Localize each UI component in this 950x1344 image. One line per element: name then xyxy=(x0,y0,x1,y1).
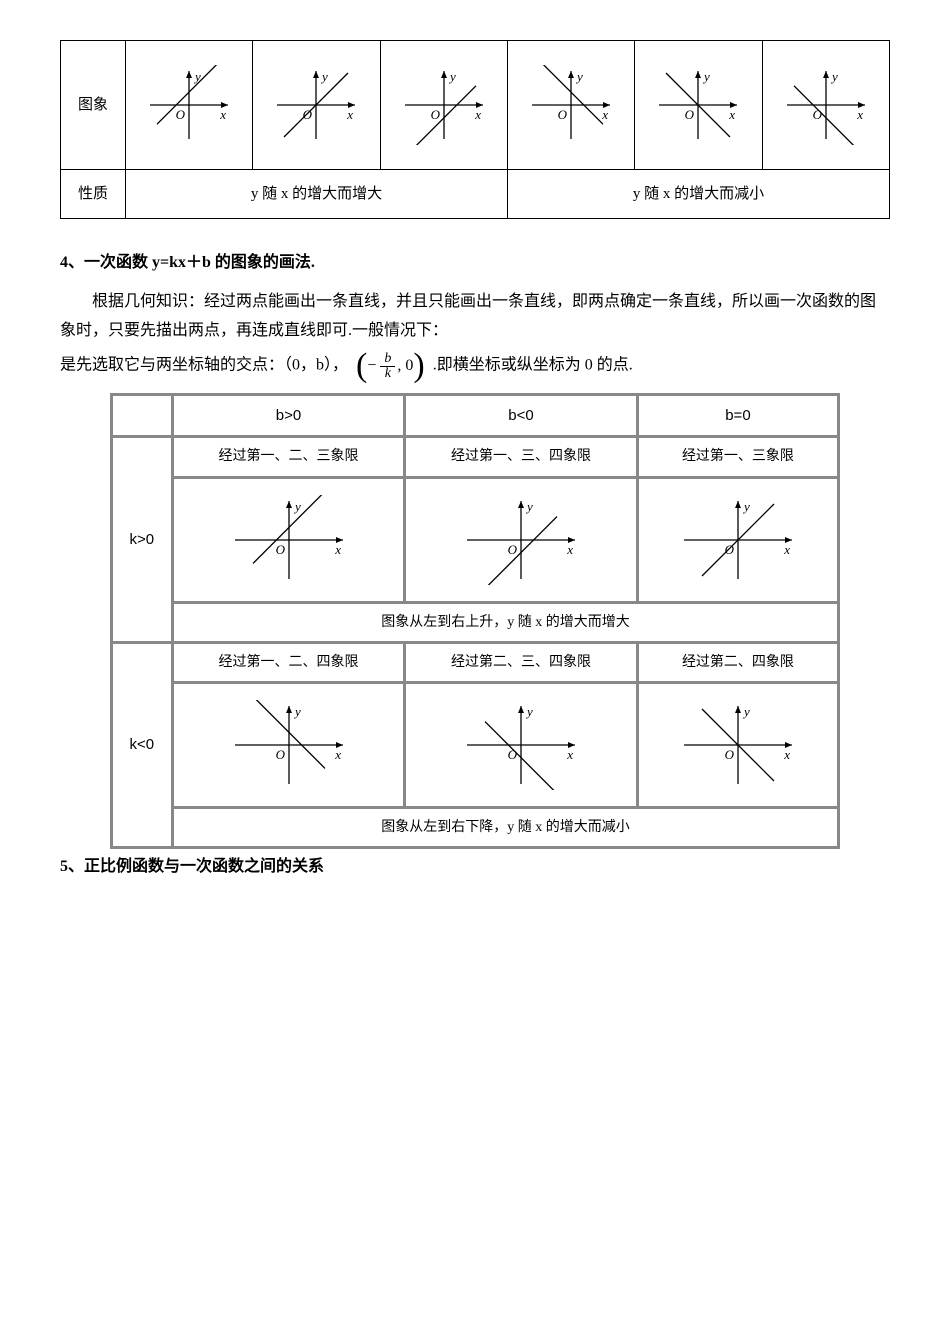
svg-text:x: x xyxy=(347,107,354,122)
outer-row-label-prop: 性质 xyxy=(61,170,126,219)
outer-prop-right: y 随 x 的增大而减小 xyxy=(507,170,889,219)
inner-r1-graph1: y x O xyxy=(406,684,635,806)
section4-para1: 根据几何知识：经过两点能画出一条直线，并且只能画出一条直线，即两点确定一条直线，… xyxy=(60,288,890,346)
inner-r0-quad2: 经过第一、三象限 xyxy=(639,438,837,475)
inner-r0-quad0: 经过第一、二、三象限 xyxy=(174,438,403,475)
outer-graph-2: y x O xyxy=(380,41,507,170)
inner-r0-graph0: y x O xyxy=(174,479,403,601)
svg-text:x: x xyxy=(334,747,341,762)
inner-r1-quad1: 经过第二、三、四象限 xyxy=(406,644,635,681)
svg-text:y: y xyxy=(525,704,533,719)
outer-row-label-graph: 图象 xyxy=(61,41,126,170)
svg-text:y: y xyxy=(742,704,750,719)
svg-text:O: O xyxy=(275,747,285,762)
svg-text:O: O xyxy=(303,107,313,122)
svg-text:O: O xyxy=(176,107,186,122)
inner-r0-trend: 图象从左到右上升，y 随 x 的增大而增大 xyxy=(174,604,837,641)
svg-text:x: x xyxy=(601,107,608,122)
svg-text:O: O xyxy=(508,542,518,557)
inner-r1-graph0: y x O xyxy=(174,684,403,806)
inner-r1-quad2: 经过第二、四象限 xyxy=(639,644,837,681)
inner-r1-quad0: 经过第一、二、四象限 xyxy=(174,644,403,681)
svg-text:O: O xyxy=(685,107,695,122)
section4-para2b: .即横坐标或纵坐标为 0 的点. xyxy=(433,357,633,374)
svg-text:O: O xyxy=(508,747,518,762)
svg-text:x: x xyxy=(566,542,573,557)
svg-text:y: y xyxy=(193,69,201,84)
svg-text:O: O xyxy=(725,747,735,762)
svg-text:O: O xyxy=(812,107,822,122)
inner-k-pos: k>0 xyxy=(113,438,171,640)
inner-r0-graph1: y x O xyxy=(406,479,635,601)
inner-r1-trend: 图象从左到右下降，y 随 x 的增大而减小 xyxy=(174,809,837,846)
svg-text:y: y xyxy=(320,69,328,84)
svg-text:O: O xyxy=(430,107,440,122)
inner-corner xyxy=(113,396,171,435)
svg-text:x: x xyxy=(729,107,736,122)
svg-text:x: x xyxy=(783,747,790,762)
svg-text:y: y xyxy=(525,499,533,514)
svg-text:y: y xyxy=(293,499,301,514)
svg-text:y: y xyxy=(830,69,838,84)
svg-text:y: y xyxy=(448,69,456,84)
section4-intercept-formula: ( − b k , 0 ) xyxy=(356,349,425,383)
inner-r1-graph2: y x O xyxy=(639,684,837,806)
svg-text:y: y xyxy=(742,499,750,514)
outer-graph-table: 图象 y x O y x O y x O y x O y x O y x O 性质 y 随 x 的增大而… xyxy=(60,40,890,219)
svg-text:y: y xyxy=(702,69,710,84)
svg-text:x: x xyxy=(566,747,573,762)
inner-r0-quad1: 经过第一、三、四象限 xyxy=(406,438,635,475)
section4-para2: 是先选取它与两坐标轴的交点：（0，b）， ( − b k , 0 ) .即横坐标… xyxy=(60,349,890,383)
svg-text:O: O xyxy=(558,107,568,122)
svg-text:y: y xyxy=(575,69,583,84)
svg-text:x: x xyxy=(856,107,863,122)
inner-quadrant-table: b>0 b<0 b=0 k>0 经过第一、二、三象限 经过第一、三、四象限 经过… xyxy=(110,393,840,849)
section4-para2a: 是先选取它与两坐标轴的交点：（0，b）， xyxy=(60,357,348,374)
outer-prop-left: y 随 x 的增大而增大 xyxy=(126,170,508,219)
svg-text:x: x xyxy=(334,542,341,557)
outer-graph-4: y x O xyxy=(635,41,762,170)
svg-text:x: x xyxy=(219,107,226,122)
outer-graph-0: y x O xyxy=(126,41,253,170)
inner-r0-graph2: y x O xyxy=(639,479,837,601)
svg-text:O: O xyxy=(725,542,735,557)
svg-text:O: O xyxy=(275,542,285,557)
inner-k-neg: k<0 xyxy=(113,644,171,846)
outer-graph-5: y x O xyxy=(762,41,889,170)
svg-text:x: x xyxy=(783,542,790,557)
inner-col-b-pos: b>0 xyxy=(174,396,403,435)
inner-col-b-zero: b=0 xyxy=(639,396,837,435)
svg-text:x: x xyxy=(474,107,481,122)
section5-title: 5、正比例函数与一次函数之间的关系 xyxy=(60,853,890,882)
outer-graph-1: y x O xyxy=(253,41,380,170)
svg-text:y: y xyxy=(293,704,301,719)
outer-graph-3: y x O xyxy=(507,41,634,170)
section4-title: 4、一次函数 y=kx＋b 的图象的画法. xyxy=(60,249,890,278)
inner-col-b-neg: b<0 xyxy=(406,396,635,435)
